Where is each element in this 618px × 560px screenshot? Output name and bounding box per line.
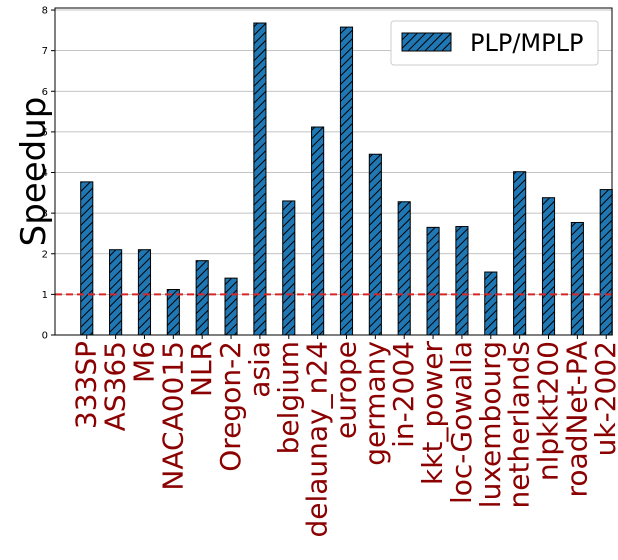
y-axis-ticks: 0 1 2 3 4 5 6 7 8 [42, 6, 55, 342]
y-tick-label: 0 [42, 331, 48, 342]
bar [397, 201, 411, 336]
x-tick-label: NLR [185, 341, 218, 397]
bar [570, 221, 584, 336]
x-tick-label: loc-Gowalla [445, 341, 478, 504]
y-tick-label: 4 [42, 168, 48, 179]
bars [80, 22, 613, 336]
x-tick-label: in-2004 [387, 341, 420, 448]
bar [137, 249, 152, 336]
y-axis-label: Speedup [14, 97, 54, 247]
legend-swatch [401, 32, 452, 52]
legend-box [390, 20, 599, 66]
bar [109, 249, 123, 336]
x-tick-label: kkt_power [416, 341, 449, 485]
bar [513, 171, 527, 336]
bar [282, 200, 296, 336]
x-tick-label: belgium [272, 341, 305, 454]
x-tick-label: delaunay_n24 [301, 341, 334, 538]
y-tick-label: 2 [42, 249, 48, 260]
y-tick-label: 5 [42, 127, 48, 138]
bar [80, 181, 94, 336]
bar [195, 260, 209, 336]
x-tick-label: AS365 [99, 341, 132, 431]
x-tick-label: roadNet-PA [560, 341, 593, 497]
x-tick-label: europe [329, 341, 362, 439]
bar [455, 226, 469, 336]
x-tick-label: NACA0015 [156, 341, 189, 491]
legend-label: PLP/MPLP [470, 29, 583, 57]
bar [484, 271, 498, 336]
x-tick-label: nlpkkt200 [532, 341, 565, 481]
x-tick-label: Oregon-2 [214, 341, 247, 472]
x-tick-label: luxembourg [474, 341, 507, 508]
x-tick-label: netherlands [503, 341, 536, 508]
x-tick-label: asia [243, 341, 276, 398]
bar [599, 189, 613, 336]
y-tick-label: 7 [42, 46, 48, 57]
y-tick-label: 6 [42, 87, 48, 98]
bar [224, 277, 238, 336]
bar [541, 197, 556, 336]
x-tick-label: uk-2002 [589, 341, 618, 456]
bar [426, 226, 440, 336]
x-tick-label: 333SP [70, 341, 103, 429]
plot-frame [54, 7, 613, 336]
bar [368, 153, 382, 336]
legend: PLP/MPLP [390, 20, 599, 66]
y-tick-label: 1 [42, 290, 48, 301]
y-tick-label: 8 [42, 6, 48, 17]
bar [166, 289, 180, 336]
bar [339, 26, 354, 336]
x-tick-label: M6 [127, 341, 160, 383]
x-axis-ticks: 333SPAS365M6NACA0015NLROregon-2asiabelgi… [70, 335, 618, 538]
bar [311, 126, 325, 336]
bar [253, 22, 267, 336]
y-tick-label: 3 [42, 209, 48, 220]
x-tick-label: germany [358, 341, 391, 466]
